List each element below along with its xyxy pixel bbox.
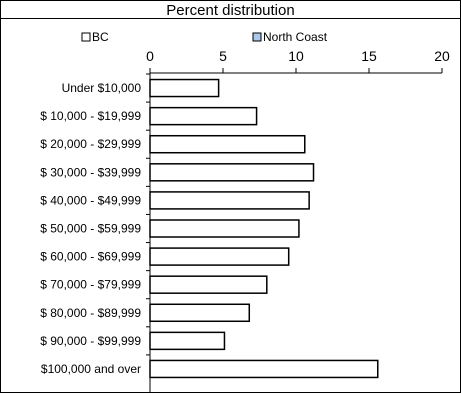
category-label: $ 20,000 - $29,999 [40, 137, 141, 151]
bar [149, 219, 300, 238]
bar [149, 275, 268, 294]
bar [149, 303, 251, 323]
legend-item: North Coast [252, 30, 328, 44]
category-label: Under $10,000 [62, 81, 142, 95]
y-axis: Under $10,000 $ 10,000 - $19,999 $ 20,000 … [40, 73, 151, 393]
x-tick-label: 0 [146, 48, 154, 64]
bar [149, 163, 315, 182]
legend-label: North Coast [263, 30, 328, 44]
category-label: $ 80,000 - $89,999 [40, 306, 141, 320]
category-label: $ 60,000 - $69,999 [40, 250, 141, 264]
legend-item: BC [81, 30, 109, 44]
category-label: $100,000 and over [41, 362, 141, 376]
bars [149, 78, 379, 379]
legend-label: BC [92, 30, 109, 44]
legend-swatch [252, 32, 262, 42]
x-tick-label: 10 [288, 48, 304, 64]
x-tick-label: 20 [434, 48, 450, 64]
category-label: $ 30,000 - $39,999 [40, 165, 141, 179]
bar [149, 106, 258, 126]
bar [149, 191, 310, 210]
category-label: $ 90,000 - $99,999 [40, 334, 141, 348]
bar [149, 359, 379, 379]
x-tick-label: 15 [361, 48, 377, 64]
bar [149, 134, 306, 154]
chart-title: Percent distribution [166, 2, 294, 19]
bar [149, 247, 290, 266]
x-axis: 0 5 10 15 20 [146, 48, 450, 74]
category-label: $ 70,000 - $79,999 [40, 278, 141, 292]
legend: BC North Coast [81, 30, 328, 44]
category-label: $ 10,000 - $19,999 [40, 109, 141, 123]
x-tick-label: 5 [219, 48, 227, 64]
category-label: $ 50,000 - $59,999 [40, 222, 141, 236]
legend-swatch [81, 32, 91, 42]
bar [149, 78, 220, 98]
bar [149, 331, 226, 351]
category-label: $ 40,000 - $49,999 [40, 193, 141, 207]
